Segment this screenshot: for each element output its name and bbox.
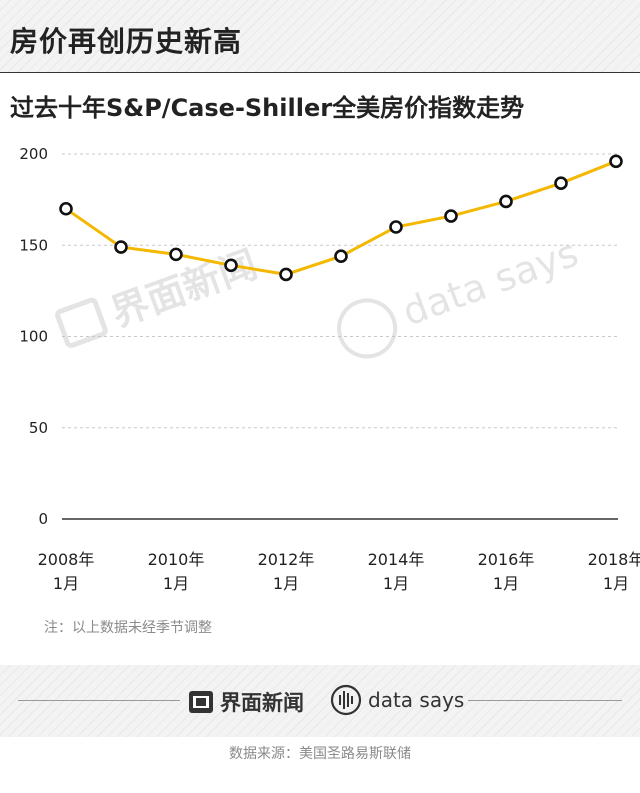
x-tick-label: 1月 [53,574,79,593]
data-point [334,249,348,263]
watermark-wave-icon [337,298,398,359]
header-banner: 房价再创历史新高 [0,0,640,73]
brand-en-label: data says [368,688,465,712]
y-tick-labels: 0 50 100 150 200 [19,145,48,528]
data-point [59,201,73,216]
data-point [389,220,403,234]
brand-datasays: data says [330,684,464,716]
data-point [114,240,128,254]
note: 注：以上数据未经季节调整 [44,620,212,636]
brand-jiemian: 界面新闻 [188,687,304,717]
page-title: 房价再创历史新高 [10,25,243,58]
footer-band [0,665,640,737]
x-tick-label: 2010年 [148,550,205,569]
x-tick-label: 1月 [163,574,189,593]
watermark: 界面新闻 data says [55,231,584,359]
footer-divider-left [18,700,180,701]
y-tick-label: 200 [19,145,48,163]
data-point [224,258,238,273]
x-tick-label: 1月 [603,574,629,593]
jiemian-logo-icon [189,691,213,713]
x-tick-label: 2014年 [368,550,425,569]
y-tick-label: 150 [19,236,48,254]
y-tick-label: 50 [29,419,48,437]
y-tick-label: 100 [19,328,48,346]
data-points [59,154,623,282]
x-tick-label: 2012年 [258,550,315,569]
x-tick-label: 1月 [273,574,299,593]
data-point [444,209,458,223]
grid-lines [62,153,618,520]
data-point [279,267,293,282]
watermark-en: data says [397,231,584,335]
x-tick-label: 2008年 [38,550,95,569]
chart-title: 过去十年S&P/Case-Shiller全美房价指数走势 [10,94,525,122]
x-tick-label: 1月 [383,574,409,593]
data-point [554,176,568,191]
x-tick-labels: 2008年 1月 2010年 1月 2012年 1月 2014年 1月 2016年 1月 2018年… [38,550,640,593]
brand-cn-label: 界面新闻 [220,691,304,715]
watermark-logo-icon [55,297,108,348]
data-source: 数据来源：美国圣路易斯联储 [229,746,411,762]
line-chart: 界面新闻 data says 0 50 100 150 200 2008年 1月 2010年… [19,145,640,593]
y-tick-label: 0 [38,510,48,528]
data-point [609,154,623,169]
x-tick-label: 1月 [493,574,519,593]
x-tick-label: 2016年 [478,550,535,569]
datasays-wave-icon [330,684,362,716]
data-point [169,247,183,262]
x-tick-label: 2018年 [588,550,640,569]
data-point [499,194,513,209]
footer-divider-right [468,700,622,701]
